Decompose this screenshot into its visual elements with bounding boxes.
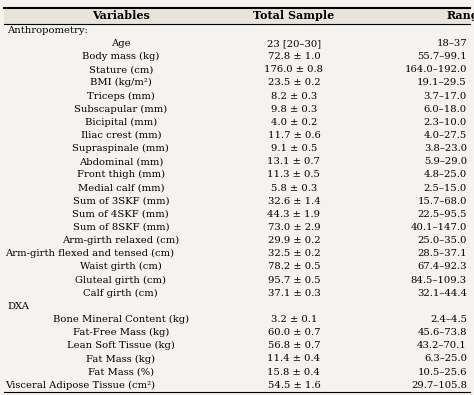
Text: Arm-girth flexed and tensed (cm): Arm-girth flexed and tensed (cm) bbox=[5, 249, 174, 258]
Text: Abdominal (mm): Abdominal (mm) bbox=[79, 157, 163, 166]
Text: 25.0–35.0: 25.0–35.0 bbox=[418, 236, 467, 245]
Text: 3.8–23.0: 3.8–23.0 bbox=[424, 144, 467, 153]
Text: 11.3 ± 0.5: 11.3 ± 0.5 bbox=[267, 170, 320, 179]
Text: Waist girth (cm): Waist girth (cm) bbox=[80, 262, 162, 271]
Text: 60.0 ± 0.7: 60.0 ± 0.7 bbox=[268, 328, 320, 337]
Text: Total Sample: Total Sample bbox=[253, 10, 335, 21]
Text: 15.7–68.0: 15.7–68.0 bbox=[418, 197, 467, 206]
Text: Sum of 8SKF (mm): Sum of 8SKF (mm) bbox=[73, 223, 169, 232]
Text: DXA: DXA bbox=[7, 302, 29, 311]
Text: 19.1–29.5: 19.1–29.5 bbox=[417, 78, 467, 87]
Text: 22.5–95.5: 22.5–95.5 bbox=[418, 210, 467, 219]
Text: Fat Mass (%): Fat Mass (%) bbox=[88, 368, 154, 376]
Text: Front thigh (mm): Front thigh (mm) bbox=[77, 170, 165, 179]
Text: 4.8–25.0: 4.8–25.0 bbox=[424, 170, 467, 179]
Text: Variables: Variables bbox=[92, 10, 150, 21]
Text: 3.7–17.0: 3.7–17.0 bbox=[424, 92, 467, 100]
Text: 164.0–192.0: 164.0–192.0 bbox=[404, 65, 467, 74]
Text: 11.7 ± 0.6: 11.7 ± 0.6 bbox=[267, 131, 320, 140]
Text: Body mass (kg): Body mass (kg) bbox=[82, 52, 160, 61]
Text: Stature (cm): Stature (cm) bbox=[89, 65, 153, 74]
Text: 28.5–37.1: 28.5–37.1 bbox=[417, 249, 467, 258]
Text: 2.5–15.0: 2.5–15.0 bbox=[424, 184, 467, 192]
Text: Bicipital (mm): Bicipital (mm) bbox=[85, 118, 157, 127]
Text: Anthropometry:: Anthropometry: bbox=[7, 26, 88, 35]
Text: 5.8 ± 0.3: 5.8 ± 0.3 bbox=[271, 184, 317, 192]
Bar bbox=[4, 8, 470, 24]
Text: Iliac crest (mm): Iliac crest (mm) bbox=[81, 131, 161, 140]
Text: 5.9–29.0: 5.9–29.0 bbox=[424, 157, 467, 166]
Text: 37.1 ± 0.3: 37.1 ± 0.3 bbox=[267, 289, 320, 298]
Text: Gluteal girth (cm): Gluteal girth (cm) bbox=[75, 276, 166, 285]
Text: 78.2 ± 0.5: 78.2 ± 0.5 bbox=[267, 262, 320, 271]
Text: Bone Mineral Content (kg): Bone Mineral Content (kg) bbox=[53, 315, 189, 324]
Text: 32.6 ± 1.4: 32.6 ± 1.4 bbox=[267, 197, 320, 206]
Text: 8.2 ± 0.3: 8.2 ± 0.3 bbox=[271, 92, 317, 100]
Text: 6.3–25.0: 6.3–25.0 bbox=[424, 354, 467, 363]
Text: 56.8 ± 0.7: 56.8 ± 0.7 bbox=[268, 341, 320, 350]
Text: 55.7–99.1: 55.7–99.1 bbox=[417, 52, 467, 61]
Text: Sum of 3SKF (mm): Sum of 3SKF (mm) bbox=[73, 197, 169, 206]
Text: 23 [20–30]: 23 [20–30] bbox=[267, 39, 321, 48]
Text: Calf girth (cm): Calf girth (cm) bbox=[83, 289, 158, 298]
Text: Medial calf (mm): Medial calf (mm) bbox=[78, 184, 164, 192]
Text: 45.6–73.8: 45.6–73.8 bbox=[418, 328, 467, 337]
Text: 44.3 ± 1.9: 44.3 ± 1.9 bbox=[267, 210, 320, 219]
Text: 67.4–92.3: 67.4–92.3 bbox=[418, 262, 467, 271]
Text: 32.1–44.4: 32.1–44.4 bbox=[417, 289, 467, 298]
Text: BMI (kg/m²): BMI (kg/m²) bbox=[90, 78, 152, 87]
Text: 84.5–109.3: 84.5–109.3 bbox=[411, 276, 467, 284]
Text: 2.3–10.0: 2.3–10.0 bbox=[424, 118, 467, 127]
Text: 43.2–70.1: 43.2–70.1 bbox=[417, 341, 467, 350]
Text: 29.9 ± 0.2: 29.9 ± 0.2 bbox=[267, 236, 320, 245]
Text: 29.7–105.8: 29.7–105.8 bbox=[411, 381, 467, 390]
Text: Sum of 4SKF (mm): Sum of 4SKF (mm) bbox=[73, 210, 169, 219]
Text: 9.8 ± 0.3: 9.8 ± 0.3 bbox=[271, 105, 317, 114]
Text: Fat Mass (kg): Fat Mass (kg) bbox=[86, 354, 155, 363]
Text: 18–37: 18–37 bbox=[436, 39, 467, 48]
Text: 11.4 ± 0.4: 11.4 ± 0.4 bbox=[267, 354, 320, 363]
Text: 40.1–147.0: 40.1–147.0 bbox=[410, 223, 467, 232]
Text: 13.1 ± 0.7: 13.1 ± 0.7 bbox=[267, 157, 320, 166]
Text: Visceral Adipose Tissue (cm²): Visceral Adipose Tissue (cm²) bbox=[5, 381, 155, 390]
Text: 73.0 ± 2.9: 73.0 ± 2.9 bbox=[267, 223, 320, 232]
Text: Subscapular (mm): Subscapular (mm) bbox=[74, 105, 167, 114]
Text: Fat-Free Mass (kg): Fat-Free Mass (kg) bbox=[73, 328, 169, 337]
Text: Age: Age bbox=[111, 39, 131, 48]
Text: 15.8 ± 0.4: 15.8 ± 0.4 bbox=[267, 368, 320, 376]
Text: 32.5 ± 0.2: 32.5 ± 0.2 bbox=[267, 249, 320, 258]
Text: 23.5 ± 0.2: 23.5 ± 0.2 bbox=[267, 78, 320, 87]
Text: Lean Soft Tissue (kg): Lean Soft Tissue (kg) bbox=[67, 341, 175, 350]
Text: 3.2 ± 0.1: 3.2 ± 0.1 bbox=[271, 315, 317, 324]
Text: Supraspinale (mm): Supraspinale (mm) bbox=[73, 144, 169, 153]
Text: 6.0–18.0: 6.0–18.0 bbox=[424, 105, 467, 114]
Text: 54.5 ± 1.6: 54.5 ± 1.6 bbox=[267, 381, 320, 390]
Text: 72.8 ± 1.0: 72.8 ± 1.0 bbox=[267, 52, 320, 61]
Text: 176.0 ± 0.8: 176.0 ± 0.8 bbox=[264, 65, 323, 74]
Text: 95.7 ± 0.5: 95.7 ± 0.5 bbox=[267, 276, 320, 284]
Text: 10.5–25.6: 10.5–25.6 bbox=[418, 368, 467, 376]
Text: 2.4–4.5: 2.4–4.5 bbox=[430, 315, 467, 324]
Text: Range: Range bbox=[447, 10, 474, 21]
Text: Arm-girth relaxed (cm): Arm-girth relaxed (cm) bbox=[62, 236, 180, 245]
Text: 4.0 ± 0.2: 4.0 ± 0.2 bbox=[271, 118, 317, 127]
Text: 9.1 ± 0.5: 9.1 ± 0.5 bbox=[271, 144, 317, 153]
Text: Triceps (mm): Triceps (mm) bbox=[87, 92, 155, 101]
Text: 4.0–27.5: 4.0–27.5 bbox=[424, 131, 467, 140]
